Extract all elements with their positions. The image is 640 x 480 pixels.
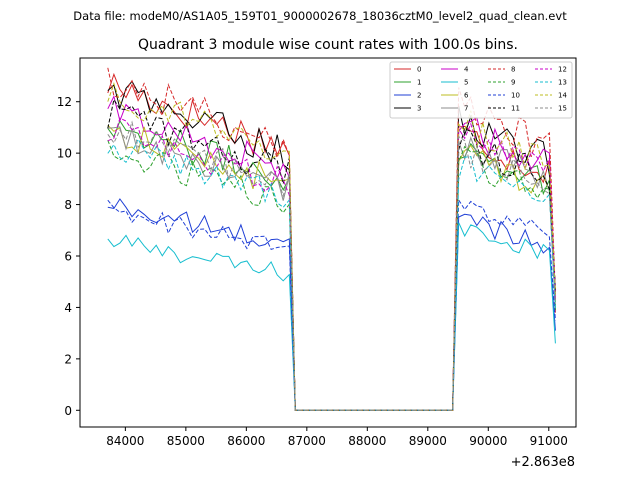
series-line-15 (107, 120, 556, 411)
x-tick-label: 86000 (227, 434, 265, 448)
y-tick-label: 0 (64, 404, 72, 418)
legend-label-7: 7 (464, 105, 468, 113)
legend-label-9: 9 (511, 79, 515, 87)
legend-label-0: 0 (417, 66, 421, 74)
legend-label-1: 1 (417, 79, 421, 87)
y-tick-label: 12 (57, 95, 72, 109)
series-line-6 (107, 124, 556, 411)
y-tick-label: 2 (64, 352, 72, 366)
legend-label-12: 12 (558, 66, 567, 74)
x-tick-label: 91000 (530, 434, 568, 448)
legend-label-10: 10 (511, 92, 520, 100)
y-tick-label: 8 (64, 198, 72, 212)
series-line-3 (107, 80, 556, 411)
x-tick-label: 88000 (348, 434, 386, 448)
legend-label-5: 5 (464, 79, 468, 87)
x-tick-label: 87000 (288, 434, 326, 448)
plot-lines (107, 67, 556, 411)
series-line-12 (107, 117, 556, 411)
axes-frame (79, 57, 577, 428)
series-line-9 (107, 140, 556, 411)
x-tick-label: 85000 (167, 434, 205, 448)
series-line-2 (107, 198, 556, 411)
x-tick-label: 84000 (106, 434, 144, 448)
y-tick-label: 10 (57, 147, 72, 161)
series-line-13 (107, 138, 556, 411)
legend-label-11: 11 (511, 105, 520, 113)
y-tick-label: 6 (64, 250, 72, 264)
legend-label-14: 14 (558, 92, 567, 100)
legend-label-8: 8 (511, 66, 515, 74)
x-tick-label: 90000 (469, 434, 507, 448)
x-axis-ticks: 84000 85000 86000 87000 88000 89000 90000 91000 (106, 427, 568, 448)
legend-label-13: 13 (558, 79, 567, 87)
x-tick-label: 89000 (409, 434, 447, 448)
series-line-10 (107, 198, 556, 411)
legend-label-2: 2 (417, 92, 421, 100)
y-tick-label: 4 (64, 301, 72, 315)
legend-label-6: 6 (464, 92, 469, 100)
series-line-5 (107, 222, 556, 411)
series-line-14 (107, 82, 556, 411)
x-axis-offset-label: +2.863e8 (511, 455, 575, 470)
legend-label-15: 15 (558, 105, 567, 113)
legend-box (389, 61, 573, 119)
series-line-4 (107, 94, 556, 411)
series-line-11 (107, 98, 556, 411)
series-line-8 (107, 67, 556, 411)
legend-label-3: 3 (417, 105, 421, 113)
series-line-7 (107, 126, 556, 411)
y-axis-ticks: 0 2 4 6 8 10 12 (57, 95, 80, 418)
figure-suptitle: Data file: modeM0/AS1A05_159T01_90000026… (73, 9, 567, 23)
legend-label-4: 4 (464, 66, 469, 74)
chart-title: Quadrant 3 module wise count rates with … (138, 37, 518, 53)
